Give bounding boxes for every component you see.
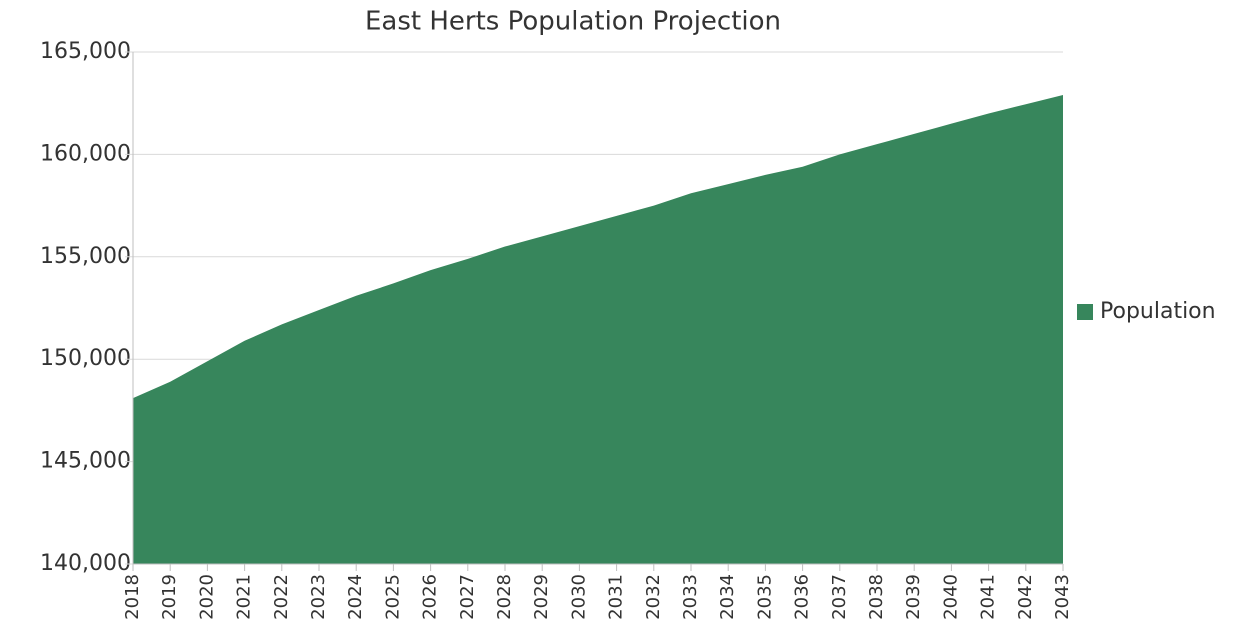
x-tick-label: 2040 [940, 574, 961, 620]
x-tick-label: 2037 [829, 574, 850, 620]
y-tick-label: 145,000 [40, 449, 131, 474]
x-tick-label: 2031 [606, 574, 627, 620]
y-tick-label: 165,000 [40, 39, 131, 64]
x-tick-label: 2035 [754, 574, 775, 620]
x-tick-label: 2018 [122, 574, 143, 620]
x-tick-label: 2036 [792, 574, 813, 620]
legend-swatch [1077, 304, 1093, 320]
x-tick-label: 2024 [345, 574, 366, 620]
x-tick-label: 2043 [1052, 574, 1073, 620]
legend-label: Population [1100, 299, 1216, 324]
x-tick-label: 2021 [234, 574, 255, 620]
area [133, 95, 1063, 565]
x-tick-label: 2023 [308, 574, 329, 620]
x-tick-label: 2029 [531, 574, 552, 620]
chart-title: East Herts Population Projection [365, 7, 781, 37]
x-tick-label: 2019 [159, 574, 180, 620]
x-tick-label: 2032 [643, 574, 664, 620]
x-tick-label: 2026 [420, 574, 441, 620]
y-tick-label: 155,000 [40, 244, 131, 269]
x-tick-label: 2042 [1015, 574, 1036, 620]
y-tick-label: 160,000 [40, 141, 131, 166]
x-tick-label: 2027 [457, 574, 478, 620]
x-tick-label: 2039 [903, 574, 924, 620]
x-tick-label: 2034 [717, 574, 738, 620]
x-tick-label: 2038 [866, 574, 887, 620]
x-tick-label: 2025 [382, 574, 403, 620]
x-tick-label: 2041 [978, 574, 999, 620]
x-tick-label: 2022 [271, 574, 292, 620]
x-tick-label: 2028 [494, 574, 515, 620]
y-tick-label: 150,000 [40, 346, 131, 371]
y-tick-label: 140,000 [40, 551, 131, 576]
x-tick-label: 2033 [680, 574, 701, 620]
x-tick-label: 2020 [196, 574, 217, 620]
x-tick-label: 2030 [568, 574, 589, 620]
